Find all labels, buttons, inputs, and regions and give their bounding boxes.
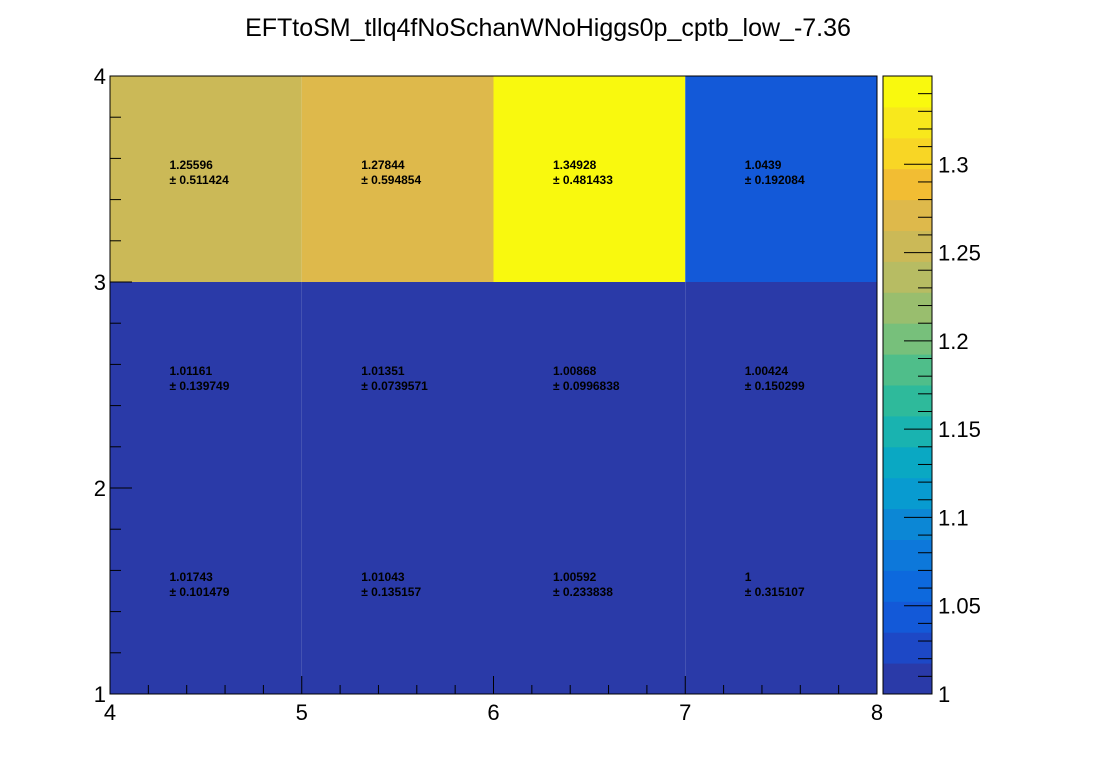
cell-error-label: ± 0.315107 (745, 585, 805, 599)
cell-error-label: ± 0.0996838 (553, 379, 620, 393)
colorbar-segment (883, 76, 932, 108)
x-tick-label: 6 (487, 700, 499, 725)
colorbar-tick-label: 1.1 (938, 505, 969, 530)
colorbar-tick-label: 1.05 (938, 594, 981, 619)
cell-value-label: 1 (745, 570, 752, 584)
heatmap-cell (301, 488, 494, 694)
cell-value-label: 1.0439 (745, 158, 782, 172)
cell-labels: 1.01743± 0.101479 1.01043± 0.135157 1.0059… (169, 158, 805, 599)
axes: 4 5 6 7 8 1 2 3 4 (94, 64, 883, 725)
cell-error-label: ± 0.594854 (361, 173, 421, 187)
colorbar-segment (883, 106, 932, 139)
colorbar-segment (883, 199, 932, 231)
colorbar-segment (883, 477, 932, 510)
cell-error-label: ± 0.139749 (169, 379, 229, 393)
colorbar-tick-label: 1.3 (938, 152, 969, 177)
cell-error-label: ± 0.233838 (553, 585, 613, 599)
colorbar-segment (883, 292, 932, 324)
heatmap-cell (110, 282, 302, 488)
cell-value-label: 1.27844 (361, 158, 405, 172)
heatmap-cell (685, 282, 877, 488)
cell-error-label: ± 0.101479 (169, 585, 229, 599)
cell-error-label: ± 0.511424 (169, 173, 229, 187)
heatmap-cell (110, 488, 302, 694)
cell-value-label: 1.00868 (553, 364, 597, 378)
cell-value-label: 1.34928 (553, 158, 597, 172)
cell-value-label: 1.25596 (169, 158, 213, 172)
cell-error-label: ± 0.150299 (745, 379, 805, 393)
colorbar-segment (883, 168, 932, 201)
colorbar-segment (883, 539, 932, 571)
x-tick-label: 5 (296, 700, 308, 725)
colorbar-segment (883, 230, 932, 262)
colorbar-segment (883, 323, 932, 355)
colorbar-tick-label: 1.2 (938, 329, 969, 354)
y-tick-label: 4 (94, 64, 106, 89)
colorbar-segment (883, 354, 932, 386)
heatmap-cell (685, 488, 877, 694)
heatmap-cell (493, 282, 686, 488)
colorbar-tick-label: 1 (938, 682, 950, 707)
colorbar-segment (883, 601, 932, 633)
y-tick-label: 3 (94, 270, 106, 295)
colorbar-segment (883, 446, 932, 479)
heatmap-cell (685, 76, 877, 282)
cell-error-label: ± 0.0739571 (361, 379, 428, 393)
x-tick-label: 4 (104, 700, 116, 725)
cell-value-label: 1.01161 (169, 364, 212, 378)
chart-title: EFTtoSM_tllq4fNoSchanWNoHiggs0p_cptb_low… (245, 14, 851, 42)
cell-value-label: 1.01351 (361, 364, 405, 378)
heatmap-cells (110, 76, 877, 694)
heatmap-cell (493, 488, 686, 694)
colorbar-segment (883, 570, 932, 602)
heatmap-cell (301, 282, 494, 488)
x-tick-label: 7 (679, 700, 691, 725)
colorbar-tick-label: 1.15 (938, 417, 981, 442)
colorbar-segment (883, 415, 932, 448)
heatmap-cell (110, 76, 302, 282)
y-tick-label: 2 (94, 476, 106, 501)
heatmap-cell (301, 76, 494, 282)
colorbar-segment (883, 663, 932, 695)
colorbar-tick-label: 1.25 (938, 241, 981, 266)
x-tick-label: 8 (871, 700, 883, 725)
cell-value-label: 1.00424 (745, 364, 789, 378)
cell-error-label: ± 0.135157 (361, 585, 421, 599)
cell-error-label: ± 0.192084 (745, 173, 805, 187)
colorbar-frame (882, 75, 933, 695)
heatmap-cell (493, 76, 686, 282)
cell-error-label: ± 0.481433 (553, 173, 613, 187)
cell-value-label: 1.01743 (169, 570, 213, 584)
color-bar: 1 1.05 1.1 1.15 1.2 1.25 1.3 (882, 75, 981, 707)
cell-value-label: 1.00592 (553, 570, 597, 584)
cell-value-label: 1.01043 (361, 570, 405, 584)
y-tick-label: 1 (94, 682, 106, 707)
